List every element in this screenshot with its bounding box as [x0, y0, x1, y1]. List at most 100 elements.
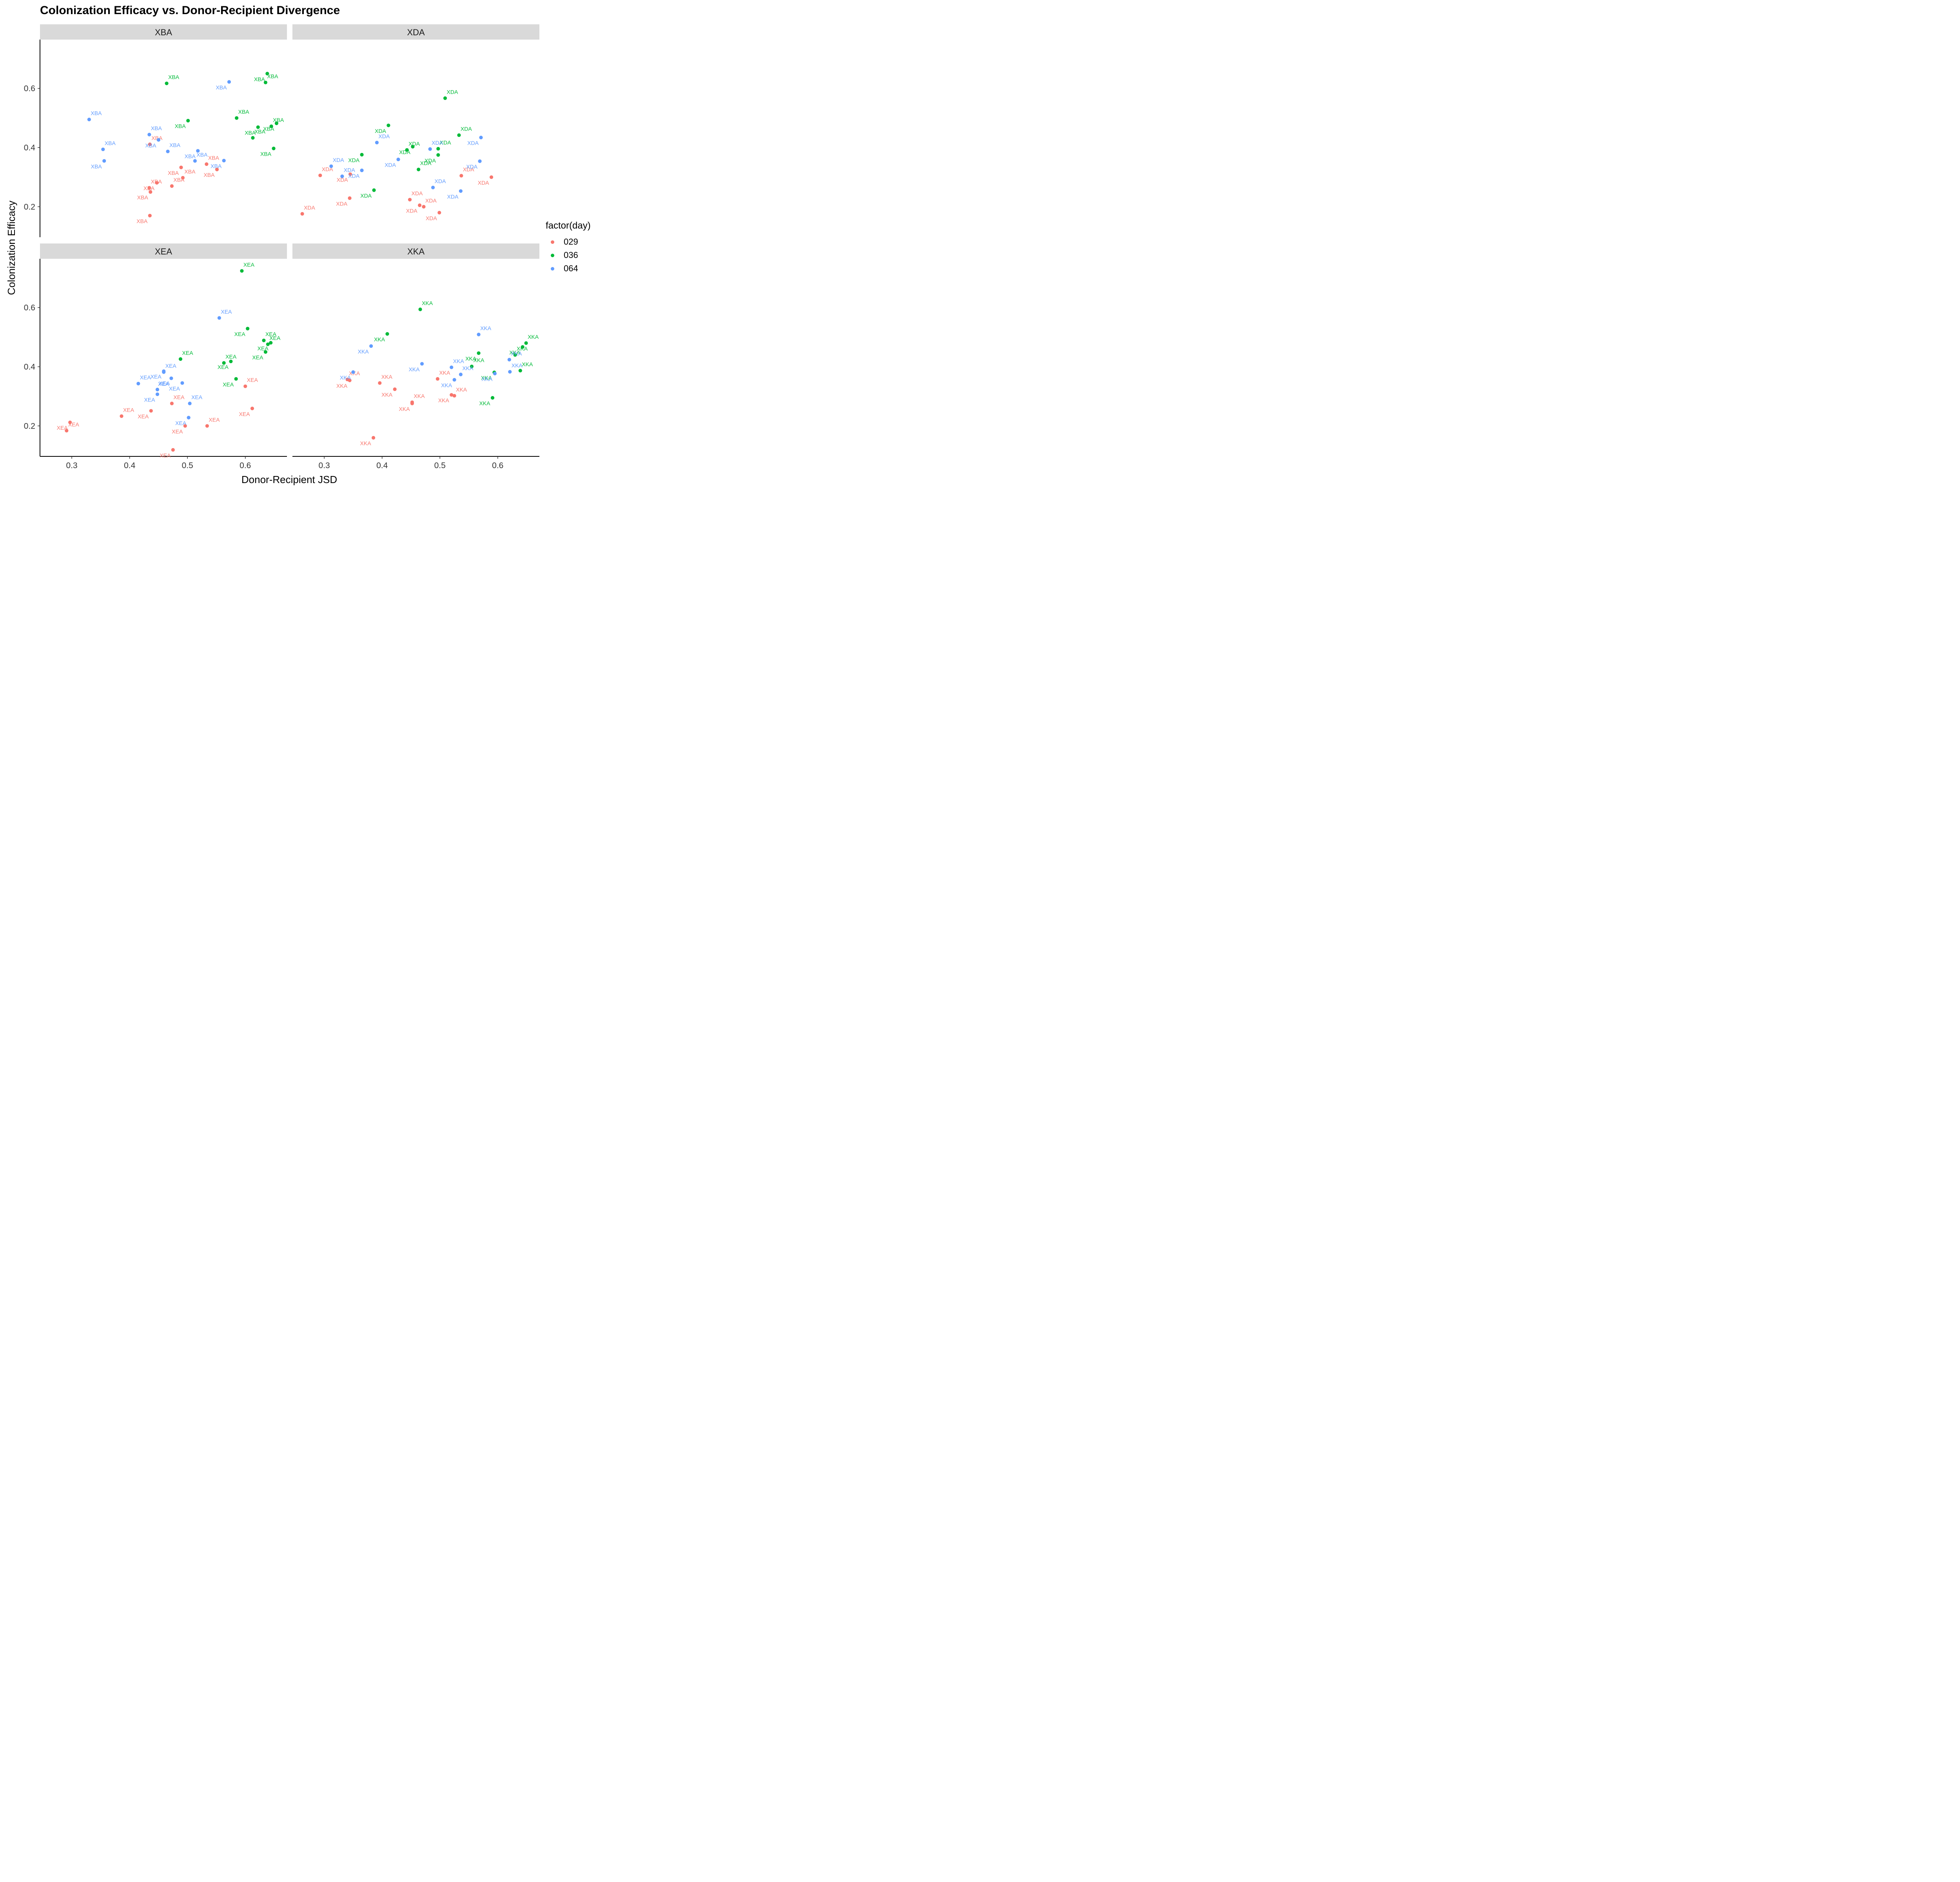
- data-point: [193, 159, 197, 163]
- point-label: XEA: [140, 374, 151, 380]
- data-point: [436, 153, 440, 157]
- data-point: [459, 174, 463, 178]
- data-point: [183, 424, 187, 428]
- point-label: XEA: [165, 363, 177, 369]
- point-label: XKA: [358, 349, 369, 355]
- x-tick-label: 0.6: [240, 461, 251, 470]
- data-point: [371, 436, 376, 440]
- legend-label-064: 064: [564, 263, 578, 273]
- point-label: XBA: [105, 140, 116, 146]
- point-label: XDA: [336, 200, 347, 207]
- point-label: XEA: [144, 397, 155, 403]
- point-label: XDA: [344, 167, 355, 173]
- data-point: [188, 401, 192, 405]
- legend-title: factor(day): [546, 220, 591, 231]
- data-point: [155, 181, 159, 185]
- point-label: XBA: [211, 163, 222, 169]
- data-point: [205, 162, 209, 166]
- data-point: [428, 147, 432, 151]
- point-label: XDA: [466, 163, 477, 170]
- data-point: [452, 378, 456, 382]
- point-label: XDA: [412, 190, 423, 196]
- point-label: XEA: [223, 381, 234, 387]
- data-point: [420, 362, 424, 366]
- data-point: [178, 357, 183, 361]
- point-label: XBA: [143, 185, 155, 191]
- point-label: XDA: [478, 180, 489, 186]
- point-label: XDA: [447, 193, 459, 200]
- data-point: [411, 145, 415, 149]
- data-point: [369, 344, 373, 348]
- x-axis-title: Donor-Recipient JSD: [241, 474, 337, 485]
- point-label: XBA: [184, 168, 196, 174]
- point-label: XBA: [254, 128, 266, 134]
- data-point: [269, 124, 273, 128]
- point-label: XDA: [447, 89, 458, 95]
- data-point: [393, 387, 397, 391]
- data-point: [360, 153, 364, 157]
- point-label: XEA: [221, 309, 232, 315]
- point-label: XKA: [509, 349, 521, 356]
- point-label: XKA: [439, 369, 450, 376]
- point-label: XDA: [461, 126, 472, 132]
- data-point: [149, 190, 152, 194]
- point-label: XKA: [481, 376, 493, 382]
- data-point: [186, 119, 190, 123]
- data-point: [229, 360, 233, 363]
- point-label: XEA: [234, 331, 246, 337]
- point-label: XEA: [247, 377, 258, 383]
- data-point: [274, 121, 279, 125]
- point-label: XDA: [420, 160, 432, 166]
- point-label: XKA: [381, 374, 393, 380]
- x-tick-label: 0.3: [319, 461, 330, 470]
- legend: factor(day) 029 036 064: [546, 220, 591, 275]
- point-label: XKA: [441, 382, 452, 389]
- data-point: [479, 136, 483, 140]
- data-point: [234, 377, 238, 381]
- data-point: [227, 80, 231, 84]
- data-point: [443, 96, 447, 100]
- data-point: [120, 414, 123, 418]
- point-label: XKA: [465, 356, 477, 362]
- data-point: [217, 316, 221, 320]
- data-point: [222, 158, 226, 163]
- data-point: [329, 164, 333, 168]
- data-point: [417, 203, 422, 207]
- data-point: [524, 341, 528, 345]
- data-point: [262, 338, 266, 342]
- point-label: XEA: [68, 421, 80, 427]
- point-label: XBA: [151, 125, 162, 131]
- data-point: [263, 80, 268, 85]
- data-point: [351, 370, 355, 374]
- data-point: [101, 147, 105, 151]
- data-point: [318, 173, 322, 177]
- point-label: XKA: [511, 350, 522, 356]
- data-point: [459, 189, 463, 193]
- point-label: XEA: [175, 420, 187, 426]
- point-label: XKA: [414, 393, 425, 399]
- data-point: [269, 341, 273, 345]
- data-point: [436, 377, 439, 381]
- data-point: [418, 307, 422, 311]
- point-label: XDA: [425, 157, 436, 163]
- faceted-scatter-chart: XBA0.20.40.6XBAXBAXBAXBAXBAXBAXBAXBAXBAX…: [5, 24, 539, 485]
- point-label: XEA: [258, 345, 269, 351]
- data-point: [508, 370, 512, 374]
- x-tick-label: 0.4: [376, 461, 388, 470]
- point-label: XEA: [172, 428, 183, 434]
- legend-item-064: 064: [546, 262, 591, 275]
- data-point: [452, 394, 456, 398]
- point-label: XEA: [209, 416, 220, 423]
- point-label: XBA: [136, 218, 148, 224]
- point-label: XDA: [304, 204, 315, 211]
- point-label: XEA: [269, 335, 281, 341]
- y-tick-label: 0.4: [24, 143, 36, 152]
- point-label: XKA: [408, 366, 420, 372]
- point-label: XDA: [333, 157, 344, 163]
- point-label: XEA: [123, 407, 134, 413]
- x-tick-label: 0.3: [66, 461, 78, 470]
- data-point: [422, 205, 426, 209]
- point-label: XBA: [245, 129, 256, 136]
